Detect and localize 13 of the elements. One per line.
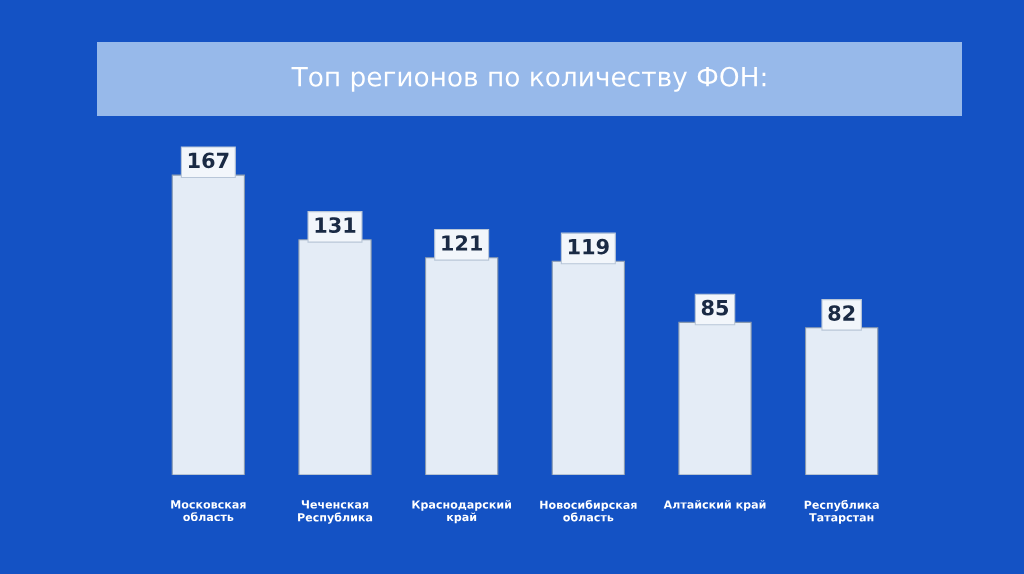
data-label: 82 xyxy=(828,305,855,321)
x-tick-label: Московская область xyxy=(171,500,246,522)
chart-title: Топ регионов по количеству ФОН: xyxy=(291,66,766,92)
data-label: 119 xyxy=(568,238,609,255)
data-label: 121 xyxy=(442,235,482,251)
data-label: 85 xyxy=(701,299,729,316)
x-tick-label: Алтайский край xyxy=(663,500,766,511)
x-tick-label: Чеченская Республика xyxy=(298,500,373,524)
data-label: 167 xyxy=(188,152,229,169)
x-tick-label: Республика Татарстан xyxy=(804,500,879,524)
x-tick-label: Краснодарский край xyxy=(412,500,512,524)
data-label: 131 xyxy=(315,217,356,233)
x-tick-label: Новосибирская область xyxy=(540,500,637,522)
